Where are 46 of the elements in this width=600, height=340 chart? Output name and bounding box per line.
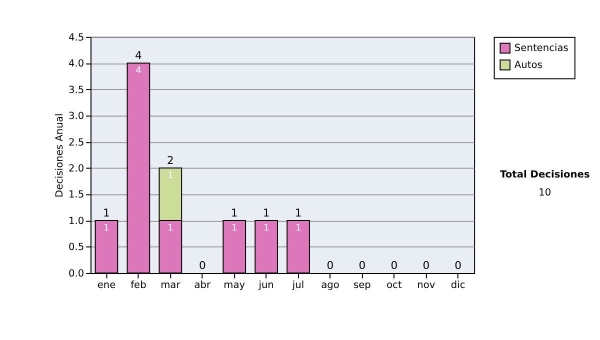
legend-label: Autos xyxy=(514,60,542,71)
total-label: 1 xyxy=(103,206,110,220)
total-label: 0 xyxy=(358,259,366,272)
y-tick-label: 2.5 xyxy=(68,137,84,148)
x-tick-label: ago xyxy=(321,280,340,292)
y-tick-label: 4.5 xyxy=(68,32,84,44)
data-label: 1 xyxy=(295,223,302,234)
data-label: 1 xyxy=(168,223,174,234)
data-label: 4 xyxy=(136,66,142,76)
x-tick-label: abr xyxy=(194,280,212,292)
x-tick-label: jun xyxy=(258,280,274,292)
total-label: 1 xyxy=(262,206,270,220)
y-tick-label: 0.0 xyxy=(68,268,84,280)
y-tick-label: 2.0 xyxy=(68,163,84,174)
total-label: 0 xyxy=(454,259,462,272)
x-tick-label: dic xyxy=(450,280,466,292)
x-tick-label: sep xyxy=(354,280,371,292)
data-label: 1 xyxy=(104,223,110,234)
text: 10 xyxy=(538,187,552,198)
total-label: 2 xyxy=(166,154,174,168)
total-label: 0 xyxy=(422,259,430,272)
y-tick-label: 3.5 xyxy=(68,84,84,96)
total-label: 0 xyxy=(198,259,206,272)
text: Total Decisiones xyxy=(500,170,590,181)
x-tick-label: feb xyxy=(130,280,146,292)
x-tick-label: oct xyxy=(386,280,402,292)
total-label: 0 xyxy=(326,259,334,272)
x-tick-label: jul xyxy=(291,280,304,292)
y-tick-label: 1.5 xyxy=(68,190,84,201)
x-tick-label: nov xyxy=(417,280,436,292)
x-tick-label: may xyxy=(224,280,246,292)
total-label: 4 xyxy=(135,49,142,62)
y-tick-label: 1.0 xyxy=(68,216,84,227)
total-label: 0 xyxy=(390,259,398,272)
data-label: 1 xyxy=(263,223,270,234)
x-tick-label: ene xyxy=(97,280,116,292)
total-label: 1 xyxy=(230,206,238,220)
y-tick-label: 0.5 xyxy=(68,242,84,254)
legend-label: Sentencias xyxy=(514,43,568,54)
data-label: 1 xyxy=(232,223,238,234)
y-axis-title: Decisiones Anual xyxy=(54,113,66,198)
data-label: 1 xyxy=(168,170,174,181)
total-label: 1 xyxy=(294,206,302,220)
y-tick-label: 3.0 xyxy=(68,111,84,122)
x-tick-label: mar xyxy=(160,280,182,292)
y-tick-label: 4.0 xyxy=(68,58,84,70)
